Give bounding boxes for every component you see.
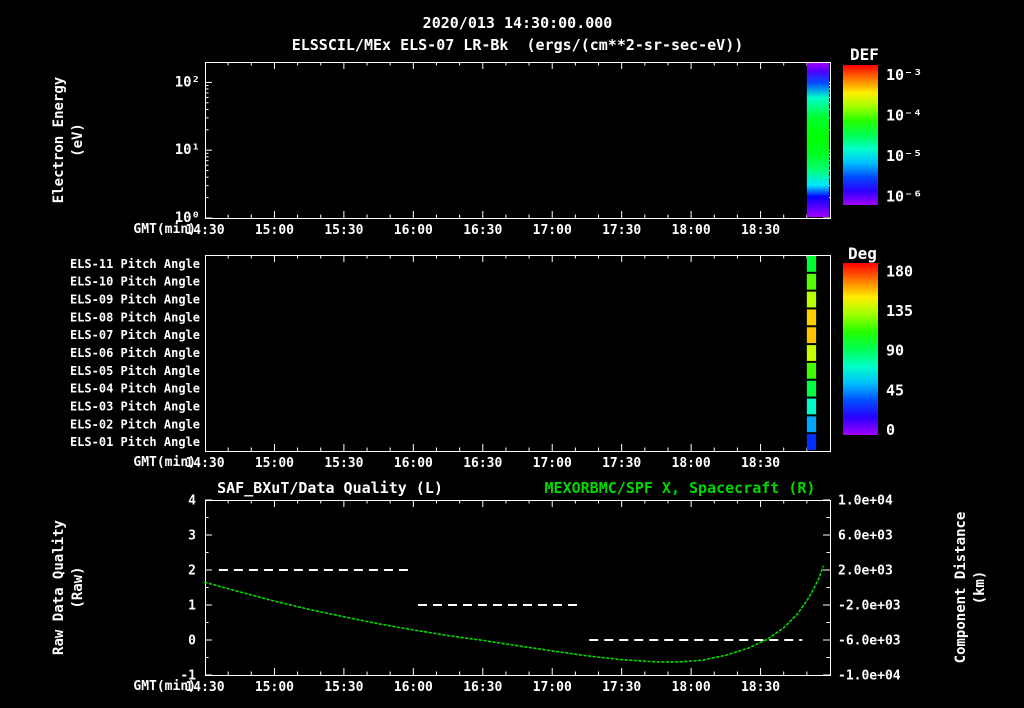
timestamp: 2020/013 14:30:00.000	[422, 14, 613, 32]
x-tick-label: 18:30	[741, 456, 780, 471]
x-tick-label: 16:00	[394, 456, 433, 471]
x-tick-label: 15:00	[255, 223, 294, 238]
x-tick-label: 16:00	[394, 680, 433, 695]
panel2-axes	[205, 255, 831, 452]
page-title: ELSSCIL/MEx ELS-07 LR-Bk (ergs/(cm**2-sr…	[291, 36, 744, 54]
x-tick-label: 15:00	[255, 680, 294, 695]
pitch-row-label: ELS-02 Pitch Angle	[70, 417, 200, 431]
pitch-row-label: ELS-06 Pitch Angle	[70, 346, 200, 360]
right-axis-tick-label: 2.0e+03	[838, 564, 893, 579]
x-tick-label: 18:30	[741, 680, 780, 695]
x-tick-label: 18:00	[672, 223, 711, 238]
y-tick-label: 10²	[175, 74, 200, 90]
pitch-angle-cell	[806, 327, 817, 344]
panel1-yticks	[205, 81, 830, 219]
x-tick-label: 17:00	[533, 456, 572, 471]
gmt-label-panel1: GMT(min)	[133, 222, 196, 237]
y-tick-label: 10¹	[175, 142, 200, 158]
x-tick-label: 16:30	[463, 680, 502, 695]
pitch-row-label: ELS-07 Pitch Angle	[70, 328, 200, 342]
x-tick-label: 17:00	[533, 680, 572, 695]
gmt-label-panel2: GMT(min)	[133, 455, 196, 470]
right-axis-tick-label: 1.0e+04	[838, 494, 893, 509]
pitch-row-label: ELS-05 Pitch Angle	[70, 364, 200, 378]
x-tick-label: 15:00	[255, 456, 294, 471]
x-tick-label: 17:30	[602, 456, 641, 471]
right-axis-tick-label: 6.0e+03	[838, 529, 893, 544]
x-tick-label: 17:30	[602, 223, 641, 238]
pitch-row-label: ELS-10 Pitch Angle	[70, 275, 200, 289]
x-tick-label: 14:30	[185, 680, 224, 695]
panel3-yticks	[205, 499, 830, 676]
pitch-row-label: ELS-09 Pitch Angle	[70, 293, 200, 307]
right-axis-tick-label: -6.0e+03	[838, 634, 901, 649]
colorbar-tick-label: 180	[886, 263, 913, 281]
panel3-right-title: MEXORBMC/SPF X, Spacecraft (R)	[544, 479, 816, 497]
pitch-row-label: ELS-04 Pitch Angle	[70, 382, 200, 396]
x-tick-label: 18:30	[741, 223, 780, 238]
x-tick-label: 14:30	[185, 223, 224, 238]
pitch-angle-cell	[806, 362, 817, 379]
pitch-angle-cell	[806, 256, 817, 272]
colorbar-tick-label: 135	[886, 302, 913, 320]
colorbar-tick-label: 10⁻⁶	[886, 188, 922, 206]
left-axis-tick-label: 0	[188, 634, 196, 649]
gmt-label-panel3: GMT(min)	[133, 679, 196, 694]
panel3-left-title: SAF_BXuT/Data Quality (L)	[217, 479, 443, 497]
x-tick-label: 16:30	[463, 456, 502, 471]
pitch-angle-cell	[806, 416, 817, 433]
panel3-axes	[205, 500, 831, 676]
pitch-row-label: ELS-03 Pitch Angle	[70, 399, 200, 413]
left-axis-tick-label: 3	[188, 529, 196, 544]
pitch-row-label: ELS-08 Pitch Angle	[70, 310, 200, 324]
spacecraft-x-curve	[204, 565, 824, 663]
x-tick-label: 18:00	[672, 680, 711, 695]
left-axis-tick-label: -1	[180, 669, 196, 684]
left-axis-tick-label: 1	[188, 599, 196, 614]
colorbar-deg-title: Deg	[848, 244, 877, 263]
pitch-angle-cell	[806, 380, 817, 397]
x-tick-label: 17:00	[533, 223, 572, 238]
colorbar-def-title: DEF	[850, 45, 879, 64]
colorbar-tick-label: 10⁻⁵	[886, 147, 922, 165]
x-tick-label: 16:30	[463, 223, 502, 238]
pitch-row-label: ELS-01 Pitch Angle	[70, 435, 200, 449]
x-tick-label: 16:00	[394, 223, 433, 238]
def-colorbar	[843, 65, 878, 205]
left-axis-tick-label: 2	[188, 564, 196, 579]
pitch-angle-cell	[806, 291, 817, 308]
pitch-angle-cell	[806, 309, 817, 326]
x-tick-label: 15:30	[324, 680, 363, 695]
x-tick-label: 14:30	[185, 456, 224, 471]
pitch-angle-cell	[806, 434, 817, 450]
pitch-row-label: ELS-11 Pitch Angle	[70, 257, 200, 271]
x-tick-label: 15:30	[324, 223, 363, 238]
right-axis-tick-label: -2.0e+03	[838, 599, 901, 614]
colorbar-tick-label: 10⁻⁴	[886, 106, 922, 124]
pitch-angle-cell	[806, 345, 817, 361]
colorbar-tick-label: 90	[886, 342, 904, 360]
right-axis-tick-label: -1.0e+04	[838, 669, 901, 684]
x-tick-label: 15:30	[324, 456, 363, 471]
pitch-angle-cell	[806, 273, 817, 290]
panel1-axes	[205, 62, 831, 219]
deg-colorbar	[843, 263, 878, 435]
colorbar-tick-label: 10⁻³	[886, 66, 922, 84]
spectrogram-data-strip	[806, 63, 829, 217]
colorbar-tick-label: 45	[886, 381, 904, 399]
left-axis-tick-label: 4	[188, 494, 196, 509]
x-tick-label: 18:00	[672, 456, 711, 471]
colorbar-tick-label: 0	[886, 421, 895, 439]
y-tick-label: 10⁰	[175, 210, 200, 226]
x-tick-label: 17:30	[602, 680, 641, 695]
pitch-angle-cell	[806, 398, 817, 415]
